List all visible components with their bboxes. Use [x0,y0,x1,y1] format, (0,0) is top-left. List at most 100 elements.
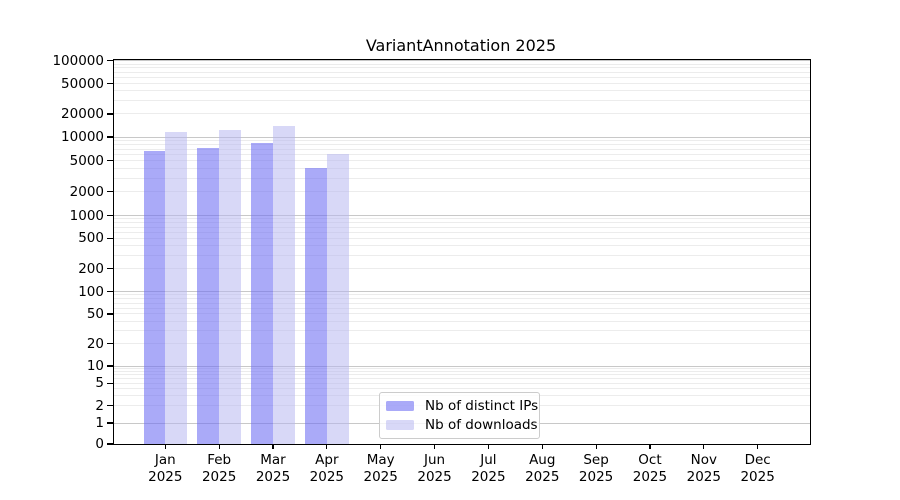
x-tick-mark [433,444,436,449]
x-tick-label: Jan 2025 [148,452,183,485]
y-tick-mark [107,268,113,270]
gridline-minor [114,343,810,345]
gridline-minor [114,298,810,300]
y-tick-label: 0 [95,436,104,452]
bar-distinct-ips-mar [251,142,273,444]
gridline-minor [114,71,810,73]
y-tick-label: 200 [78,260,104,277]
gridline-minor [114,388,810,390]
y-tick-mark [107,59,113,62]
gridline-minor [114,268,810,270]
gridline-major [114,215,810,216]
x-tick-label: Jun 2025 [417,452,452,485]
legend: Nb of distinct IPs Nb of downloads [379,392,540,439]
gridline-minor [114,226,810,228]
bar-downloads-apr [326,153,349,444]
gridline-minor [114,371,810,373]
gridline-major [114,136,810,138]
gridline-minor [114,140,810,142]
legend-swatch-downloads [386,420,414,430]
gridline-minor [114,83,810,85]
y-tick-mark [107,136,113,138]
gridline-minor [114,113,810,115]
bar-downloads-feb [219,129,241,444]
y-tick-mark [107,382,113,384]
y-tick-mark [107,160,113,162]
x-tick-label: Nov 2025 [686,452,721,485]
gridline-minor [114,294,810,296]
y-tick-mark [107,82,113,85]
gridline-minor [114,218,810,220]
x-tick-mark [164,444,166,449]
x-tick-mark [380,444,382,449]
y-tick-label: 500 [78,230,104,247]
x-tick-mark [757,444,759,449]
gridline-minor [114,368,810,370]
legend-swatch-distinct-ips [386,401,414,411]
bar-downloads-jan [165,131,188,444]
gridline-minor [114,167,810,169]
y-tick-label: 20 [86,335,104,352]
y-tick-mark [107,342,113,345]
y-tick-label: 50000 [61,75,104,92]
gridline-minor [114,374,810,376]
y-tick-label: 5 [95,375,104,392]
gridline-minor [114,307,810,309]
y-tick-mark [107,365,113,367]
x-tick-mark [649,444,651,449]
x-tick-mark [541,444,543,449]
x-tick-mark [487,444,489,449]
y-tick-label: 1000 [69,207,104,224]
gridline-minor [114,378,810,380]
y-tick-label: 50 [86,305,104,322]
gridline-minor [114,144,810,146]
gridline-minor [114,254,810,256]
gridline-minor [114,67,810,69]
y-tick-mark [107,443,113,445]
gridline-minor [114,245,810,247]
bar-distinct-ips-jan [143,150,166,444]
y-tick-mark [107,237,113,239]
gridline-minor [114,160,810,162]
gridline-minor [114,237,810,239]
bar-distinct-ips-apr [305,168,327,444]
gridline-minor [114,90,810,92]
plot-area: Nb of distinct IPs Nb of downloads [113,59,811,445]
x-tick-label: Oct 2025 [632,452,668,485]
x-tick-label: Dec 2025 [740,452,775,485]
x-tick-label: Sep 2025 [578,452,614,485]
y-tick-label: 20000 [61,105,104,122]
legend-item-distinct-ips: Nb of distinct IPs [386,398,538,414]
gridline-minor [114,231,810,233]
bar-downloads-mar [273,126,295,444]
x-tick-label: Aug 2025 [525,452,560,485]
chart-title: VariantAnnotation 2025 [365,36,557,55]
gridline-minor [114,177,810,179]
gridline-minor [114,320,810,322]
gridline-minor [114,382,810,384]
y-tick-mark [107,313,113,315]
gridline-minor [114,100,810,101]
y-tick-label: 100 [78,283,104,300]
y-tick-mark [107,113,113,115]
x-tick-mark [218,444,220,449]
y-tick-mark [107,214,113,217]
legend-label-distinct-ips: Nb of distinct IPs [425,398,539,414]
y-tick-mark [107,405,113,407]
gridline-minor [114,148,810,150]
y-tick-label: 10000 [61,129,104,145]
gridline-minor [114,63,810,65]
gridline-minor [114,76,810,78]
y-tick-label: 1 [95,415,104,431]
y-tick-label: 2000 [69,183,104,200]
bar-distinct-ips-feb [197,148,220,444]
x-tick-label: Apr 2025 [309,452,345,485]
gridline-minor [114,222,810,224]
gridline-minor [114,302,810,304]
x-tick-mark [272,444,274,449]
x-tick-label: May 2025 [363,452,398,485]
y-tick-mark [107,422,113,424]
x-tick-mark [703,444,705,449]
legend-label-downloads: Nb of downloads [425,417,538,433]
